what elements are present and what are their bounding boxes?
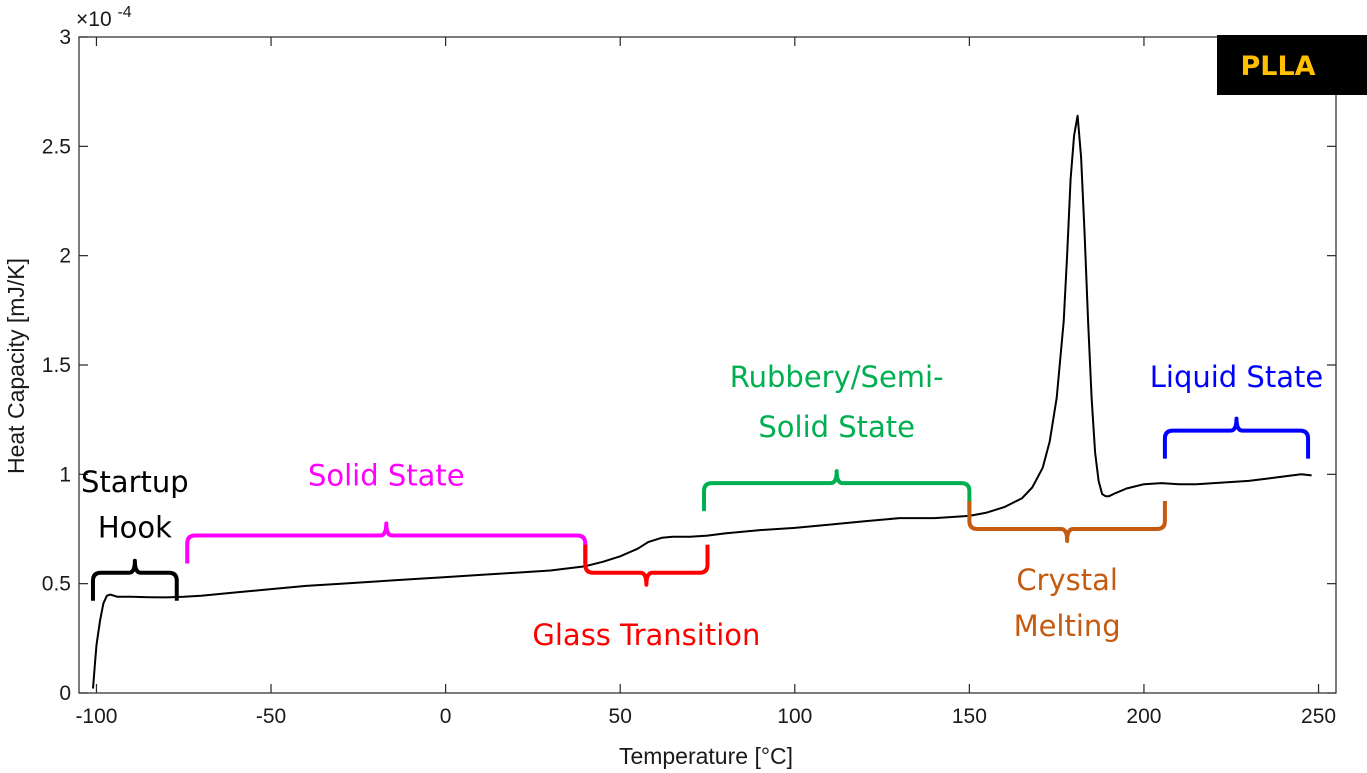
annotation-liquid: Liquid State [1150,360,1323,459]
annotation-bracket [702,469,972,512]
annotation-bracket [185,521,588,564]
y-tick-label: 2.5 [42,135,71,158]
annotation-label: Startup [81,465,189,499]
y-exponent-power: -4 [117,4,131,21]
annotation-label: Solid State [758,410,915,444]
annotation-crystal: Crystal Melting [967,501,1167,643]
x-tick-label: -50 [256,705,286,728]
x-axis-label: Temperature [°C] [619,743,793,769]
plla-badge: PLLA [1217,35,1367,95]
annotation-label: Glass Transition [532,618,760,652]
x-tick-label: 200 [1126,705,1161,728]
x-tick-label: 250 [1301,705,1336,728]
annotations-layer: Startup Hook Solid State Glass Transition Ru… [81,360,1323,652]
y-tick-label: 1.5 [42,354,71,377]
annotation-label: Liquid State [1150,360,1323,394]
annotation-rubbery: Rubbery/Semi- Solid State [702,360,972,512]
x-tick-label: 0 [440,705,452,728]
y-tick-label: 0 [59,682,71,705]
annotation-bracket [967,501,1167,543]
x-tick-label: -100 [75,705,117,728]
plla-badge-background [1217,35,1367,95]
annotation-bracket [583,544,710,587]
annotation-glass: Glass Transition [532,544,760,652]
annotation-label: Solid State [308,458,465,492]
y-tick-label: 1 [59,463,71,486]
annotation-label: Hook [98,511,172,545]
series-layer [92,114,1312,689]
x-tick-label: 100 [777,705,812,728]
annotation-label: Crystal [1016,563,1118,597]
y-tick-label: 3 [59,26,71,49]
y-tick-label: 2 [59,245,71,268]
plot-frame [78,36,1337,694]
axes-layer: -100 -50 0 50 100 150 200 250 0 0.5 1 1.5 2 2.5 3 [42,26,1337,728]
y-exponent-base: ×10 [76,8,112,31]
x-tick-label: 50 [609,705,632,728]
x-tick-label: 150 [952,705,987,728]
annotation-label: Melting [1014,609,1121,643]
annotation-startup: Startup Hook [81,465,189,601]
y-axis-label: Heat Capacity [mJ/K] [3,258,29,474]
annotation-bracket [90,558,179,601]
heat-capacity-line [92,114,1312,689]
plla-badge-text: PLLA [1240,51,1315,82]
annotation-bracket [1162,416,1311,459]
y-tick-label: 0.5 [42,573,71,596]
annotation-solid: Solid State [185,458,588,564]
annotation-label: Rubbery/Semi- [730,360,944,394]
y-exponent-label: ×10 -4 [76,4,132,31]
